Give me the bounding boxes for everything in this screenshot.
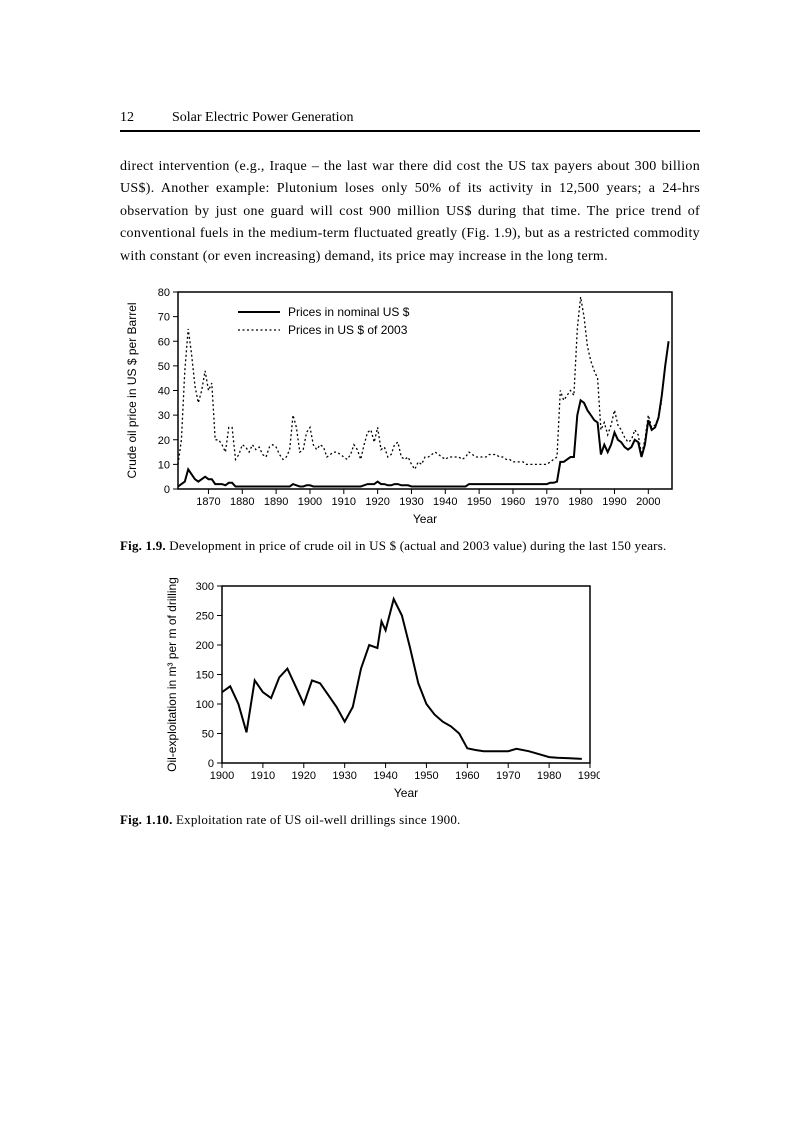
svg-text:1890: 1890 — [264, 496, 288, 508]
figure-1-10-caption-text: Exploitation rate of US oil-well drillin… — [173, 812, 461, 827]
svg-text:1870: 1870 — [196, 496, 220, 508]
page-header: 12 Solar Electric Power Generation — [120, 110, 700, 132]
svg-text:Year: Year — [394, 786, 418, 800]
figure-1-9-caption: Fig. 1.9. Development in price of crude … — [120, 537, 700, 556]
svg-text:1980: 1980 — [568, 496, 592, 508]
svg-text:Prices in nominal US $: Prices in nominal US $ — [288, 305, 410, 319]
svg-text:Year: Year — [413, 512, 437, 526]
svg-text:1910: 1910 — [332, 496, 356, 508]
svg-text:1970: 1970 — [535, 496, 559, 508]
svg-text:1910: 1910 — [251, 770, 275, 782]
svg-text:1960: 1960 — [455, 770, 479, 782]
svg-text:20: 20 — [158, 435, 170, 447]
figure-1-9: 0 10 20 30 40 50 60 70 80 1870 1880 1890 1900 1910 192… — [120, 284, 700, 529]
svg-text:Crude oil price in US $ per Ba: Crude oil price in US $ per Barrel — [125, 302, 139, 478]
svg-text:30: 30 — [158, 410, 170, 422]
svg-text:10: 10 — [158, 459, 170, 471]
svg-text:1960: 1960 — [501, 496, 525, 508]
svg-text:1930: 1930 — [399, 496, 423, 508]
oil-exploitation-chart: 0 50 100 150 200 250 300 1900 1910 1920 1930 1940 19… — [160, 578, 600, 803]
svg-text:300: 300 — [196, 581, 214, 593]
svg-text:250: 250 — [196, 610, 214, 622]
svg-text:50: 50 — [158, 361, 170, 373]
svg-text:2000: 2000 — [636, 496, 660, 508]
svg-text:1990: 1990 — [602, 496, 626, 508]
figure-1-9-caption-text: Development in price of crude oil in US … — [166, 538, 667, 553]
svg-text:1880: 1880 — [230, 496, 254, 508]
svg-text:1970: 1970 — [496, 770, 520, 782]
page-number: 12 — [120, 110, 134, 126]
svg-text:1920: 1920 — [365, 496, 389, 508]
svg-text:0: 0 — [164, 484, 170, 496]
svg-text:1990: 1990 — [578, 770, 600, 782]
svg-text:150: 150 — [196, 669, 214, 681]
body-paragraph: direct intervention (e.g., Iraque – the … — [120, 156, 700, 268]
svg-text:200: 200 — [196, 640, 214, 652]
svg-text:70: 70 — [158, 312, 170, 324]
svg-text:100: 100 — [196, 699, 214, 711]
oil-price-chart: 0 10 20 30 40 50 60 70 80 1870 1880 1890 1900 1910 192… — [120, 284, 680, 529]
svg-text:1950: 1950 — [414, 770, 438, 782]
svg-text:0: 0 — [208, 758, 214, 770]
svg-text:60: 60 — [158, 336, 170, 348]
svg-text:Oil-exploitation in m³ per m o: Oil-exploitation in m³ per m of drilling — [165, 578, 179, 772]
svg-text:1930: 1930 — [332, 770, 356, 782]
svg-text:1950: 1950 — [467, 496, 491, 508]
figure-1-10-caption: Fig. 1.10. Exploitation rate of US oil-w… — [120, 811, 700, 830]
figure-1-9-label: Fig. 1.9. — [120, 538, 166, 553]
running-title: Solar Electric Power Generation — [172, 110, 354, 126]
svg-text:1900: 1900 — [210, 770, 234, 782]
figure-1-10-label: Fig. 1.10. — [120, 812, 173, 827]
figure-1-10: 0 50 100 150 200 250 300 1900 1910 1920 1930 1940 19… — [160, 578, 700, 803]
svg-text:1940: 1940 — [433, 496, 457, 508]
svg-text:1980: 1980 — [537, 770, 561, 782]
svg-text:50: 50 — [202, 728, 214, 740]
svg-text:1940: 1940 — [373, 770, 397, 782]
svg-text:1900: 1900 — [298, 496, 322, 508]
svg-text:Prices in US $ of 2003: Prices in US $ of 2003 — [288, 323, 408, 337]
svg-text:40: 40 — [158, 385, 170, 397]
svg-text:80: 80 — [158, 287, 170, 299]
svg-text:1920: 1920 — [292, 770, 316, 782]
